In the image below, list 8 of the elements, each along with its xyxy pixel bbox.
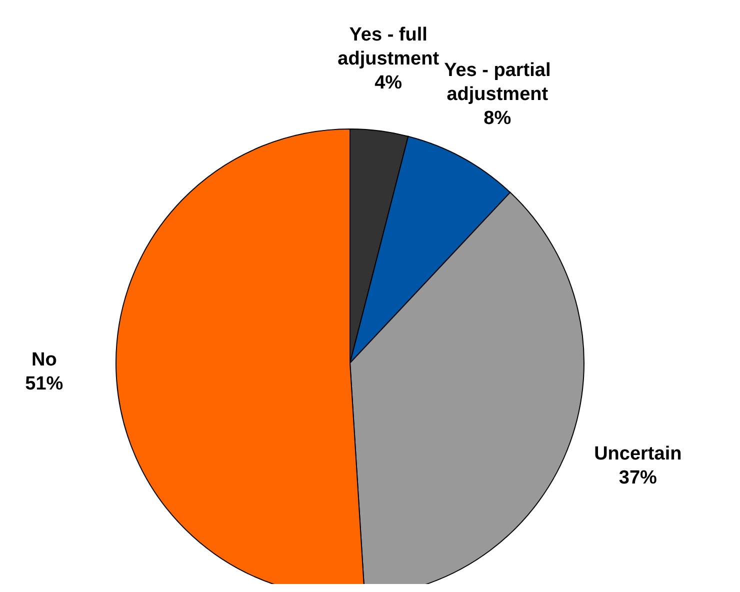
data-label: 37% (618, 468, 658, 489)
slice-label: Yes - partial adjustment (444, 60, 551, 105)
slice-label: No (31, 350, 57, 371)
slice-label: Uncertain (594, 444, 682, 465)
data-label: 51% (25, 374, 64, 395)
slice-label: Yes - full adjustment (338, 24, 440, 70)
data-label: 8% (484, 108, 512, 129)
data-label: 4% (374, 72, 402, 94)
